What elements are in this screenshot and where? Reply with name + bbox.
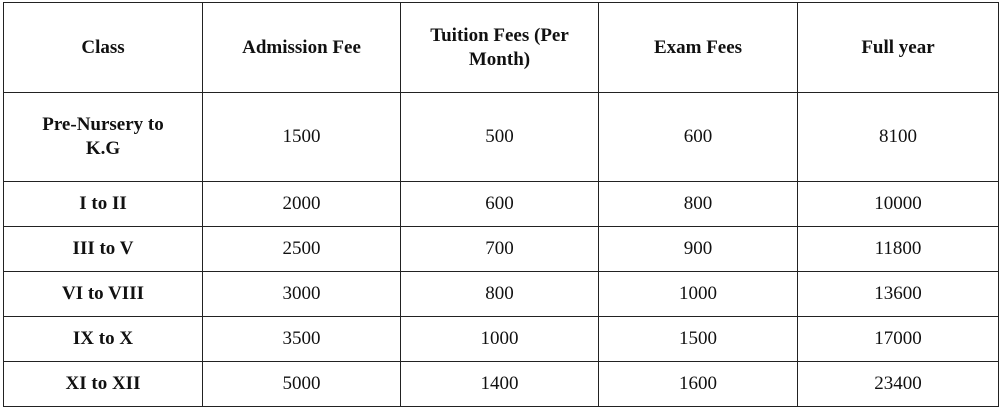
cell-full-year: 10000	[797, 181, 999, 227]
cell-full-year: 13600	[797, 271, 999, 317]
header-admission-fee: Admission Fee	[202, 2, 401, 93]
cell-class: IX to X	[3, 316, 203, 362]
header-class: Class	[3, 2, 203, 93]
header-tuition-fees: Tuition Fees (Per Month)	[400, 2, 599, 93]
cell-class: XI to XII	[3, 361, 203, 407]
cell-full-year: 11800	[797, 226, 999, 272]
cell-full-year: 17000	[797, 316, 999, 362]
cell-tuition-fee: 1000	[400, 316, 599, 362]
table-row: Pre-Nursery to K.G 1500 500 600 8100	[3, 92, 999, 182]
cell-exam-fee: 1000	[598, 271, 798, 317]
header-full-year: Full year	[797, 2, 999, 93]
cell-admission-fee: 3500	[202, 316, 401, 362]
header-exam-fees: Exam Fees	[598, 2, 798, 93]
cell-class: Pre-Nursery to K.G	[3, 92, 203, 182]
cell-class: I to II	[3, 181, 203, 227]
cell-tuition-fee: 1400	[400, 361, 599, 407]
cell-admission-fee: 3000	[202, 271, 401, 317]
cell-exam-fee: 800	[598, 181, 798, 227]
cell-full-year: 23400	[797, 361, 999, 407]
cell-admission-fee: 5000	[202, 361, 401, 407]
cell-exam-fee: 1500	[598, 316, 798, 362]
cell-admission-fee: 2500	[202, 226, 401, 272]
cell-tuition-fee: 800	[400, 271, 599, 317]
cell-exam-fee: 1600	[598, 361, 798, 407]
cell-admission-fee: 2000	[202, 181, 401, 227]
table-row: III to V 2500 700 900 11800	[3, 226, 999, 272]
table-row: XI to XII 5000 1400 1600 23400	[3, 361, 999, 407]
cell-admission-fee: 1500	[202, 92, 401, 182]
table-row: VI to VIII 3000 800 1000 13600	[3, 271, 999, 317]
table-row: IX to X 3500 1000 1500 17000	[3, 316, 999, 362]
cell-class: III to V	[3, 226, 203, 272]
cell-exam-fee: 900	[598, 226, 798, 272]
cell-full-year: 8100	[797, 92, 999, 182]
cell-class: VI to VIII	[3, 271, 203, 317]
cell-exam-fee: 600	[598, 92, 798, 182]
cell-tuition-fee: 600	[400, 181, 599, 227]
header-row: Class Admission Fee Tuition Fees (Per Mo…	[3, 2, 999, 93]
fee-table: Class Admission Fee Tuition Fees (Per Mo…	[3, 2, 999, 407]
cell-tuition-fee: 500	[400, 92, 599, 182]
table-row: I to II 2000 600 800 10000	[3, 181, 999, 227]
cell-tuition-fee: 700	[400, 226, 599, 272]
